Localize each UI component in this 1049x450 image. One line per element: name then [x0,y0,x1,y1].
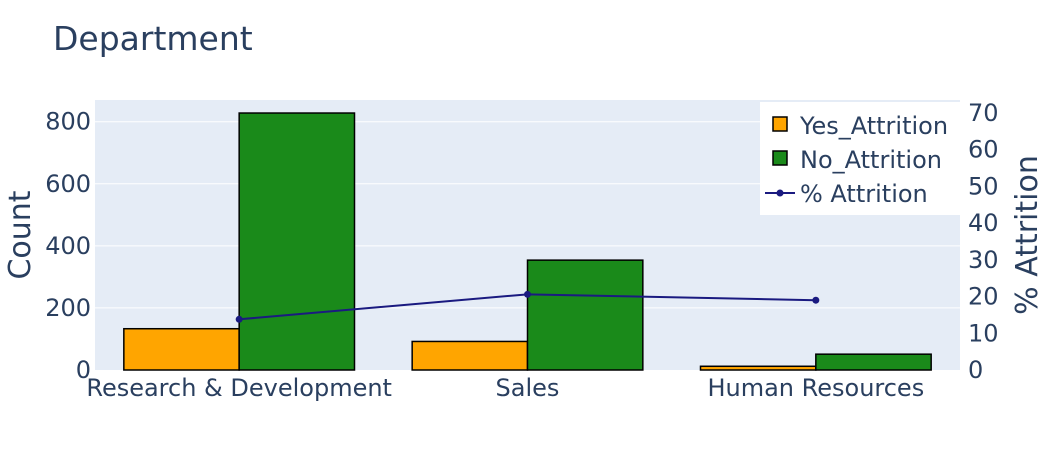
y2-tick-label: 20 [968,283,999,311]
x-tick-label: Human Resources [707,374,924,402]
y2-axis-ticks: 0 10 20 30 40 50 60 70 [968,99,999,384]
bar-yes-attrition [411,340,529,371]
y-axis-title: Count [3,190,38,279]
y2-axis-title: % Attrition [1010,155,1045,315]
attrition-line [235,290,820,323]
legend-swatch-no-attrition [772,150,788,166]
legend: Yes_Attrition No_Attrition % Attrition [760,102,960,215]
legend-swatch-yes-attrition [772,116,788,132]
point-pct-attrition [812,296,820,304]
y2-tick-label: 0 [968,356,983,384]
legend-marker-pct-attrition [776,189,784,197]
y-tick-label: 600 [45,170,91,198]
legend-label-no-attrition: No_Attrition [800,146,942,174]
point-pct-attrition [524,290,531,298]
y-tick-label: 800 [45,108,91,136]
point-pct-attrition [235,315,243,323]
y2-tick-label: 40 [968,209,999,237]
y-tick-label: 200 [45,294,91,322]
x-tick-label: Research & Development [86,374,392,402]
y2-tick-label: 50 [968,172,999,200]
bars [123,112,932,371]
legend-background [760,102,960,215]
bar-no-attrition [815,353,932,371]
bar-no-attrition [238,112,356,371]
bar-yes-attrition [699,365,817,371]
chart-title: Department [53,19,253,58]
y-tick-label: 400 [45,232,91,260]
y2-tick-label: 70 [968,99,999,127]
y2-tick-label: 10 [968,319,999,347]
legend-label-pct-attrition: % Attrition [800,180,928,208]
y-axis-ticks: 0 200 400 600 800 [45,108,91,384]
y2-tick-label: 60 [968,136,999,164]
bar-no-attrition [526,259,644,371]
y-tick-label: 0 [76,356,91,384]
y2-tick-label: 30 [968,246,999,274]
x-axis-ticks: Research & Development Sales Human Resourc… [86,374,924,402]
legend-label-yes-attrition: Yes_Attrition [799,112,948,140]
x-tick-label: Sales [496,374,560,402]
bar-yes-attrition [123,327,240,371]
